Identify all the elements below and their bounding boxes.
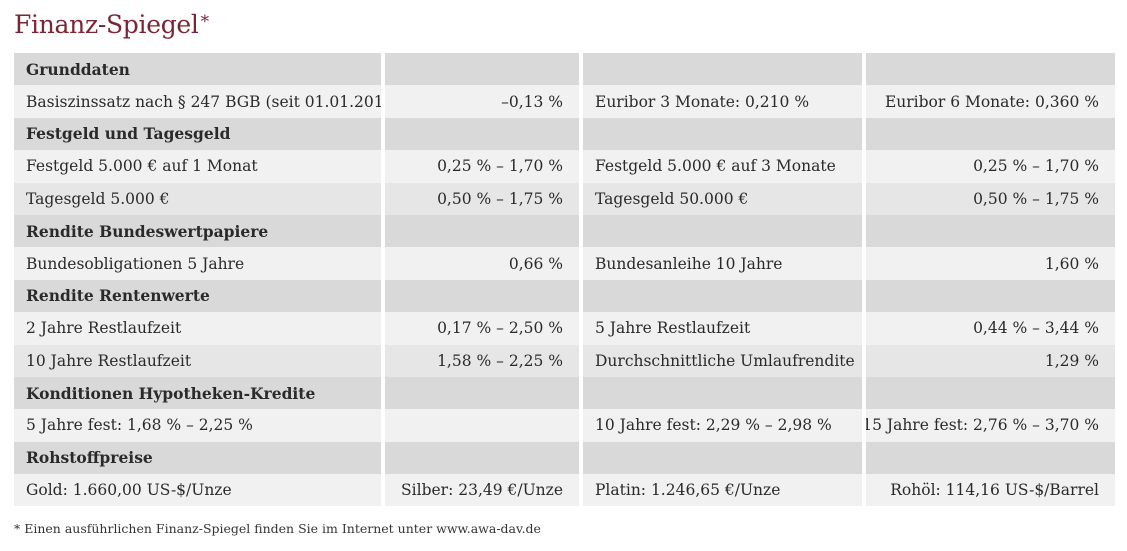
row-label: 5 Jahre Restlaufzeit — [583, 312, 862, 345]
row-label: Basiszinssatz nach § 247 BGB (seit 01.01… — [14, 85, 381, 118]
row-label: Gold: 1.660,00 US-$/Unze — [14, 474, 381, 507]
row-label: 5 Jahre fest: 1,68 % – 2,25 % — [14, 409, 381, 442]
title-text: Finanz-Spiegel — [14, 10, 199, 39]
header-filler — [866, 214, 1115, 248]
row-label: Tagesgeld 5.000 € — [14, 182, 381, 215]
row-label: Bundesanleihe 10 Jahre — [583, 247, 862, 280]
header-filler — [583, 441, 862, 475]
row-label: Platin: 1.246,65 €/Unze — [583, 474, 862, 507]
header-filler — [866, 441, 1115, 475]
section-header: Rendite Rentenwerte — [14, 279, 381, 313]
row-value: 1,60 % — [866, 247, 1115, 280]
section-header: Festgeld und Tagesgeld — [14, 117, 381, 151]
row-value: 1,29 % — [866, 344, 1115, 377]
row-label: Durchschnittliche Umlaufrendite — [583, 344, 862, 377]
header-filler — [385, 279, 579, 313]
row-label: Bundesobligationen 5 Jahre — [14, 247, 381, 280]
row-value: 15 Jahre fest: 2,76 % – 3,70 % — [866, 409, 1115, 442]
header-filler — [385, 117, 579, 151]
header-filler — [385, 214, 579, 248]
page-title: Finanz-Spiegel * — [14, 10, 209, 39]
section-header: Rohstoffpreise — [14, 441, 381, 475]
header-filler — [385, 376, 579, 410]
row-value: Silber: 23,49 €/Unze — [385, 474, 579, 507]
header-filler — [385, 441, 579, 475]
row-value: 0,25 % – 1,70 % — [866, 150, 1115, 183]
row-label: Festgeld 5.000 € auf 3 Monate — [583, 150, 862, 183]
row-value: Euribor 6 Monate: 0,360 % — [866, 85, 1115, 118]
header-filler — [583, 279, 862, 313]
title-footnote-marker: * — [200, 12, 210, 32]
header-filler — [583, 53, 862, 86]
header-filler — [385, 53, 579, 86]
section-header: Rendite Bundeswertpapiere — [14, 214, 381, 248]
header-filler — [866, 279, 1115, 313]
row-value: 0,44 % – 3,44 % — [866, 312, 1115, 345]
row-value: –0,13 % — [385, 85, 579, 118]
row-value — [385, 409, 579, 442]
header-filler — [866, 53, 1115, 86]
row-label: Festgeld 5.000 € auf 1 Monat — [14, 150, 381, 183]
row-value: 0,66 % — [385, 247, 579, 280]
header-filler — [866, 117, 1115, 151]
row-label: 2 Jahre Restlaufzeit — [14, 312, 381, 345]
header-filler — [866, 376, 1115, 410]
row-label: Tagesgeld 50.000 € — [583, 182, 862, 215]
section-header: Konditionen Hypotheken-Kredite — [14, 376, 381, 410]
header-filler — [583, 214, 862, 248]
row-label: 10 Jahre fest: 2,29 % – 2,98 % — [583, 409, 862, 442]
row-value: 0,50 % – 1,75 % — [385, 182, 579, 215]
row-value: 0,50 % – 1,75 % — [866, 182, 1115, 215]
footnote: * Einen ausführlichen Finanz-Spiegel fin… — [14, 521, 541, 536]
row-value: 1,58 % – 2,25 % — [385, 344, 579, 377]
row-label: 10 Jahre Restlaufzeit — [14, 344, 381, 377]
row-value: 0,17 % – 2,50 % — [385, 312, 579, 345]
row-label: Euribor 3 Monate: 0,210 % — [583, 85, 862, 118]
section-header: Grunddaten — [14, 53, 381, 86]
header-filler — [583, 376, 862, 410]
row-value: Rohöl: 114,16 US-$/Barrel — [866, 474, 1115, 507]
row-value: 0,25 % – 1,70 % — [385, 150, 579, 183]
header-filler — [583, 117, 862, 151]
finance-table: Grunddaten Basiszinssatz nach § 247 BGB … — [14, 53, 1115, 507]
